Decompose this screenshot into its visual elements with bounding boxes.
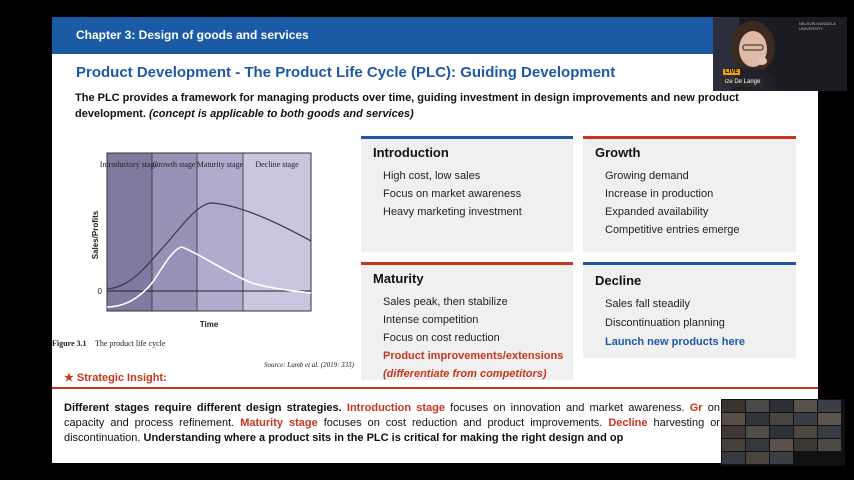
participant-tile[interactable]	[794, 400, 817, 412]
stage-label: Maturity stage	[197, 160, 244, 169]
participant-tile[interactable]	[746, 400, 769, 412]
insight-divider	[52, 387, 818, 389]
participant-tile[interactable]	[794, 413, 817, 425]
list-item: Competitive entries emerge	[605, 224, 740, 236]
figure-source: Source: Lamb et al. (2019: 333)	[264, 361, 355, 369]
participant-tile[interactable]	[722, 413, 745, 425]
list-item: High cost, low sales	[383, 170, 481, 182]
card-accent-bar	[361, 262, 573, 265]
summary-text: on capacity and process refinement.	[64, 402, 721, 429]
intro-note: (concept is applicable to both goods and…	[148, 108, 414, 120]
participant-tile[interactable]	[722, 426, 745, 438]
participant-tile[interactable]	[770, 413, 793, 425]
participant-tile[interactable]	[770, 400, 793, 412]
figure-caption-text: The product life cycle	[95, 339, 166, 348]
plc-figure: Introductory stage Growth stage Maturity…	[52, 152, 355, 369]
stage-label: Decline stage	[255, 160, 299, 169]
speaker-name-tag: ize De Lange	[722, 78, 764, 87]
summary-text: Different stages require different desig…	[64, 402, 342, 414]
summary-text: focuses on cost reduction and product im…	[323, 417, 603, 429]
card-list: Sales fall steadily Discontinuation plan…	[605, 295, 745, 352]
summary-highlight: Decline	[608, 417, 648, 429]
stage-growth-band	[152, 153, 197, 311]
list-item-highlight: Product improvements/extensions	[383, 350, 564, 362]
participant-tile[interactable]	[818, 426, 841, 438]
summary-highlight: Maturity stage	[240, 417, 318, 429]
card-list: High cost, low sales Focus on market awa…	[383, 167, 522, 221]
card-introduction: Introduction High cost, low sales Focus …	[361, 136, 573, 252]
card-title: Maturity	[373, 271, 424, 286]
list-item: Discontinuation planning	[605, 317, 725, 329]
list-item: Sales fall steadily	[605, 298, 690, 310]
list-item: Increase in production	[605, 188, 714, 200]
speaker-video[interactable]: NELSON MANDELA UNIVERSITY LIVE	[713, 17, 847, 91]
participant-tile[interactable]	[770, 426, 793, 438]
participant-tile[interactable]	[746, 452, 769, 464]
card-accent-bar	[583, 136, 796, 139]
list-item-highlight: Launch new products here	[605, 336, 745, 348]
summary-highlight: Gr	[689, 402, 703, 414]
list-item: Heavy marketing investment	[383, 206, 522, 218]
zero-label: 0	[98, 287, 103, 296]
participant-tile[interactable]	[746, 426, 769, 438]
summary-text: Understanding where a product sits in th…	[143, 432, 624, 444]
participant-tile[interactable]	[770, 452, 793, 464]
sales-curve	[106, 202, 312, 290]
participant-tile[interactable]	[770, 439, 793, 451]
card-growth: Growth Growing demand Increase in produc…	[583, 136, 796, 252]
chart-frame	[106, 152, 312, 312]
card-accent-bar	[583, 262, 796, 265]
card-maturity: Maturity Sales peak, then stabilize Inte…	[361, 262, 573, 380]
list-item-highlight-note: (differentiate from competitors)	[383, 368, 547, 380]
chapter-header-bar: Chapter 3: Design of goods and services	[52, 17, 818, 54]
stage-maturity-band	[197, 153, 243, 311]
participant-tile[interactable]	[794, 426, 817, 438]
participant-gallery[interactable]	[721, 399, 845, 466]
card-list: Sales peak, then stabilize Intense compe…	[383, 293, 563, 383]
figure-caption-label: Figure 3.1	[52, 339, 87, 348]
card-title: Growth	[595, 145, 641, 160]
stage-decline-band	[243, 153, 311, 311]
profits-curve	[106, 246, 312, 308]
participant-tile[interactable]	[722, 439, 745, 451]
participant-tile[interactable]	[818, 413, 841, 425]
intro-paragraph: The PLC provides a framework for managin…	[75, 90, 787, 122]
card-title: Decline	[595, 273, 642, 288]
intro-text: The PLC provides a framework for managin…	[75, 92, 739, 120]
list-item: Growing demand	[605, 170, 689, 182]
card-list: Growing demand Increase in production Ex…	[605, 167, 740, 239]
participant-tile[interactable]	[746, 413, 769, 425]
slide-title: Product Development - The Product Life C…	[76, 64, 616, 81]
university-watermark: NELSON MANDELA UNIVERSITY	[799, 21, 836, 31]
participant-tile[interactable]	[794, 439, 817, 451]
live-badge: LIVE	[723, 69, 741, 75]
stage-label: Introductory stage	[100, 160, 159, 169]
presentation-slide: Chapter 3: Design of goods and services …	[52, 17, 818, 463]
summary-text: harvesting or discontinuation.	[64, 417, 720, 444]
list-item: Sales peak, then stabilize	[383, 296, 508, 308]
list-item: Intense competition	[383, 314, 479, 326]
stage-intro-band	[107, 153, 152, 311]
list-item: Focus on cost reduction	[383, 332, 500, 344]
strategic-insight-label: ★ Strategic Insight:	[64, 372, 167, 384]
x-axis-label: Time	[200, 320, 219, 329]
participant-tile[interactable]	[746, 439, 769, 451]
participant-tile[interactable]	[722, 452, 745, 464]
chapter-title: Chapter 3: Design of goods and services	[76, 28, 309, 42]
insight-summary: Different stages require different desig…	[64, 401, 720, 446]
list-item: Focus on market awareness	[383, 188, 522, 200]
card-decline: Decline Sales fall steadily Discontinuat…	[583, 262, 796, 358]
participant-tile[interactable]	[818, 439, 841, 451]
card-accent-bar	[361, 136, 573, 139]
stage-label: Growth stage	[153, 160, 196, 169]
summary-highlight: Introduction stage	[346, 402, 445, 414]
card-title: Introduction	[373, 145, 449, 160]
list-item: Expanded availability	[605, 206, 709, 218]
summary-text: focuses on innovation and market awarene…	[450, 402, 685, 414]
y-axis-label: Sales/Profits	[91, 210, 100, 259]
participant-tile[interactable]	[818, 400, 841, 412]
participant-tile[interactable]	[722, 400, 745, 412]
